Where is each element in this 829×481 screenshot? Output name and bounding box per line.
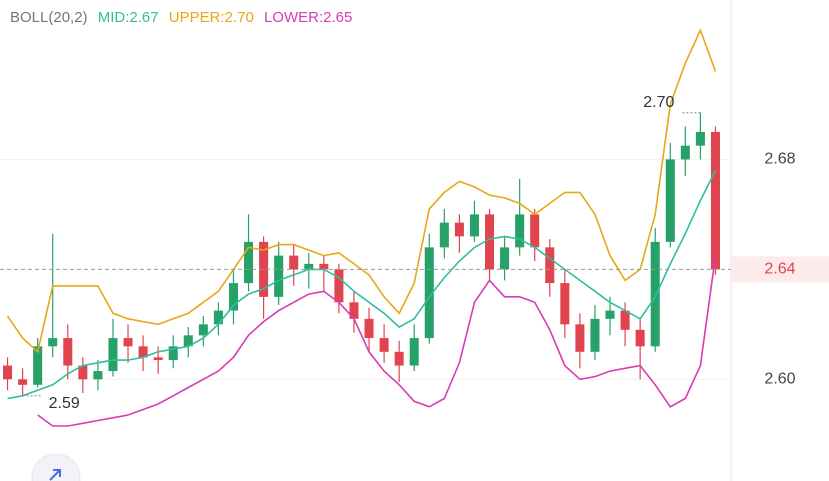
candle-body <box>334 269 344 303</box>
candle-body <box>680 145 690 160</box>
candle-body <box>183 335 193 347</box>
annotation-label: 2.70 <box>643 94 674 111</box>
candle-body <box>153 357 163 361</box>
y-tick-label: 2.68 <box>764 151 795 168</box>
band-line <box>7 170 717 400</box>
candle-body <box>168 346 178 361</box>
candle-body <box>439 222 449 248</box>
candle-body <box>485 214 495 270</box>
candle-body <box>289 255 299 270</box>
band-line <box>37 255 717 427</box>
candle-body <box>213 310 223 325</box>
arrow-icon <box>49 469 61 481</box>
candle-body <box>123 338 133 347</box>
legend-entry: UPPER:2.70 <box>169 9 254 26</box>
candle-body <box>454 222 464 237</box>
candle-body <box>665 159 675 242</box>
candle-body <box>63 338 73 366</box>
candle-body <box>379 338 389 352</box>
candle-body <box>244 241 254 284</box>
candle-body <box>33 346 43 385</box>
last-price-bg <box>731 256 829 283</box>
candle-body <box>78 365 88 380</box>
candle-body <box>3 365 13 380</box>
legend-entry: LOWER:2.65 <box>264 9 352 26</box>
candle-body <box>108 338 118 372</box>
candle-body <box>575 324 585 352</box>
share-button[interactable] <box>31 453 81 481</box>
candle-body <box>349 302 359 319</box>
candle-body <box>515 214 525 248</box>
candle-body <box>620 310 630 330</box>
y-tick-label: 2.60 <box>764 371 795 388</box>
candle-body <box>650 241 660 347</box>
candle-body <box>48 338 58 347</box>
candle-body <box>138 346 148 358</box>
candle-body <box>545 247 555 284</box>
candle-body <box>500 247 510 270</box>
indicator-label: BOLL(20,2) <box>10 9 88 26</box>
candle-body <box>198 324 208 336</box>
legend: BOLL(20,2) MID:2.67 UPPER:2.70 LOWER:2.6… <box>10 9 352 26</box>
candle-body <box>635 329 645 347</box>
button-circle <box>31 453 81 481</box>
candle-body <box>530 214 540 248</box>
candle-body <box>605 310 615 319</box>
plot-area <box>0 28 731 427</box>
candle-body <box>364 318 374 339</box>
last-price-label: 2.64 <box>764 261 795 278</box>
candle-body <box>259 241 269 297</box>
candle-body <box>394 351 404 366</box>
candle-body <box>93 371 103 380</box>
candle-body <box>18 379 28 385</box>
band-line <box>6 28 717 354</box>
candle-body <box>409 338 419 366</box>
candle-body <box>228 283 238 311</box>
legend-entry: MID:2.67 <box>98 9 159 26</box>
candle-body <box>590 318 600 352</box>
candle-body <box>319 263 329 270</box>
candle-body <box>469 214 479 237</box>
candle-body <box>695 131 705 146</box>
candle-body <box>304 263 314 270</box>
candle-body <box>710 131 720 270</box>
candle-body <box>424 247 434 339</box>
annotation-label: 2.59 <box>49 395 80 412</box>
candle-body <box>274 255 284 297</box>
candle-body <box>560 283 570 325</box>
